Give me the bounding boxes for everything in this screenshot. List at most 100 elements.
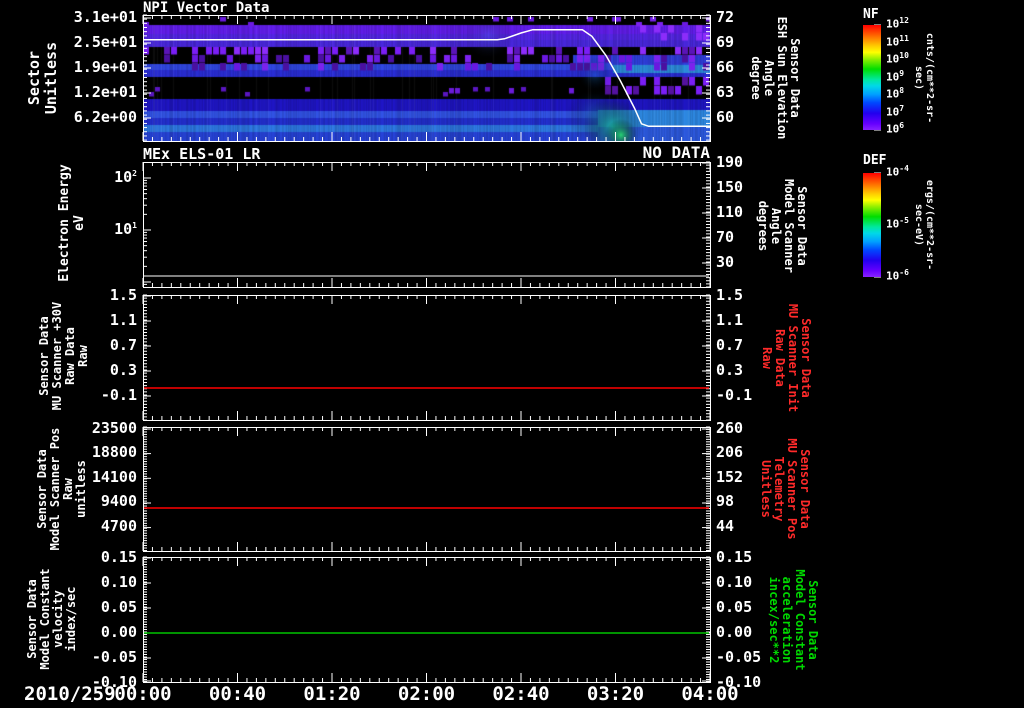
nf-tick-3: 109 <box>886 68 905 84</box>
p5-right-tick-1: 0.10 <box>716 573 753 591</box>
p2-left-label-line-1: eV <box>72 215 87 231</box>
p4-left-tick-2: 14100 <box>91 468 137 486</box>
p4-left-tick-4: 4700 <box>100 517 137 535</box>
nf-tick-5-base: 10 <box>886 105 900 119</box>
p5-left-tick-0: 0.15 <box>100 548 137 566</box>
p2-left-tick-0-exp: 2 <box>132 169 137 178</box>
p1-right-label-line-2: Angle <box>762 59 776 97</box>
p2-left-tick-0: 102 <box>114 169 137 186</box>
p5-left-tick-2: 0.05 <box>100 598 137 616</box>
nf-tick-1: 1011 <box>886 34 909 49</box>
p1-left-tick-4: 6.2e+00 <box>73 108 137 126</box>
p3-left-tick-1: 1.1 <box>109 311 137 329</box>
nf-colorbar-title: NF <box>863 7 879 22</box>
xaxis-time-label-1: 00:40 <box>208 683 267 705</box>
p1-right-tick-1: 69 <box>716 33 735 51</box>
p4-right-label-line-0: Sensor Data <box>798 449 812 529</box>
p5-left-tick-5: -0.10 <box>91 673 137 691</box>
p1-left-axis-label: Sector Unitless <box>25 42 60 114</box>
def-colorbar-title: DEF <box>863 153 887 168</box>
p2-right-tick-1: 150 <box>716 178 744 196</box>
def-colorbar <box>863 173 881 277</box>
p2-left-label-line-0: Electron Energy <box>57 164 72 282</box>
xaxis-time-label-3: 02:00 <box>397 683 456 705</box>
p4-right-tick-0: 260 <box>716 419 744 437</box>
nf-tick-0: 1012 <box>886 16 909 31</box>
p3-right-tick-4: -0.1 <box>716 386 753 404</box>
p3-left-tick-3: 0.3 <box>109 361 137 379</box>
p1-right-label-line-1: ESH Sun Elevation <box>775 16 789 140</box>
p1-left-label-line-0: Sector <box>25 50 43 106</box>
p5-right-axis-label: Sensor Data Model Constant acceleration inc… <box>767 569 820 671</box>
p5-right-label-line-0: Sensor Data <box>806 580 820 660</box>
def-tick-2-exp: -6 <box>899 268 909 277</box>
p3-right-tick-2: 0.7 <box>716 336 744 354</box>
p4-right-label-line-2: Telemetry <box>772 456 786 522</box>
p1-right-tick-3: 63 <box>716 83 735 101</box>
p5-right-tick-2: 0.05 <box>716 598 753 616</box>
nf-tick-5-exp: 7 <box>899 103 905 113</box>
p1-left-tick-3: 1.2e+01 <box>73 83 137 101</box>
p2-right-label-line-2: Angle <box>769 207 783 245</box>
xaxis-time-label-5: 03:20 <box>586 683 645 705</box>
nf-tick-3-exp: 9 <box>899 68 905 78</box>
nf-tick-3-base: 10 <box>886 70 900 84</box>
nf-tick-5: 107 <box>886 103 905 119</box>
p5-left-tick-3: 0.00 <box>100 623 137 641</box>
p3-right-label-line-3: Raw <box>760 347 774 369</box>
p5-right-tick-3: 0.00 <box>716 623 753 641</box>
p1-left-tick-1: 2.5e+01 <box>73 33 137 51</box>
p5-right-label-line-3: incex/sec**2 <box>767 576 781 664</box>
p2-left-tick-1: 101 <box>114 221 137 238</box>
p3-right-tick-3: 0.3 <box>716 361 744 379</box>
p5-right-tick-0: 0.15 <box>716 548 753 566</box>
p5-right-label-line-1: Model Constant <box>793 569 807 671</box>
p5-right-tick-4: -0.05 <box>716 648 762 666</box>
p1-left-tick-2: 1.9e+01 <box>73 58 137 76</box>
p2-left-tick-0-base: 10 <box>114 168 133 186</box>
p1-right-axis-label: Sensor Data ESH Sun Elevation Angle degree <box>749 16 802 140</box>
nf-colorbar <box>863 25 881 130</box>
panel2-title: MEx ELS-01 LR <box>143 145 261 163</box>
p4-right-label-line-1: MU Scanner Pos <box>785 438 799 540</box>
p2-right-label-line-1: Model Scanner <box>782 179 796 273</box>
date-label: 2010/259 <box>24 683 116 705</box>
p4-right-tick-3: 98 <box>716 492 735 510</box>
p5-left-label-line-3: index/sec <box>64 586 78 652</box>
p5-left-tick-4: -0.05 <box>91 648 137 666</box>
p3-right-label-line-2: Raw Data <box>773 329 787 387</box>
def-tick-0-exp: -4 <box>899 164 909 173</box>
nf-colorbar-unit: cnts/(cm**2-sr-sec) <box>913 32 935 124</box>
p3-right-tick-0: 1.5 <box>716 286 744 304</box>
xaxis-time-label-6: 04:00 <box>681 683 739 705</box>
p2-right-tick-3: 70 <box>716 228 735 246</box>
p2-right-label-line-3: degrees <box>756 200 770 252</box>
def-tick-0: 10-4 <box>886 164 909 179</box>
nf-tick-4-exp: 8 <box>899 86 905 95</box>
nf-tick-4: 108 <box>886 86 905 101</box>
p2-right-tick-4: 30 <box>716 253 735 271</box>
p4-right-tick-1: 206 <box>716 443 744 461</box>
nf-tick-1-base: 10 <box>886 35 900 49</box>
p2-right-axis-label: Sensor Data Model Scanner Angle degrees <box>756 179 809 273</box>
def-tick-0-base: 10 <box>886 165 900 179</box>
nf-tick-2-base: 10 <box>886 52 900 66</box>
p4-left-label-line-3: unitless <box>74 460 88 518</box>
nf-tick-4-base: 10 <box>886 87 900 101</box>
p2-right-tick-2: 110 <box>716 203 744 221</box>
def-tick-2: 10-6 <box>886 268 909 283</box>
panel2-no-data-label: NO DATA <box>642 143 710 162</box>
p2-left-axis-label: Electron Energy eV <box>57 164 87 281</box>
nf-tick-6-exp: 6 <box>899 121 905 130</box>
xaxis-time-label-4: 02:40 <box>492 683 550 705</box>
p3-right-label-line-0: Sensor Data <box>799 318 813 398</box>
xaxis-time-label-0: 00:00 <box>114 683 172 705</box>
nf-tick-6: 106 <box>886 121 905 136</box>
p2-left-tick-1-exp: 1 <box>132 221 137 230</box>
p4-right-label-line-3: Unitless <box>759 460 773 518</box>
p2-left-tick-1-base: 10 <box>114 220 133 238</box>
p4-right-tick-4: 44 <box>716 517 735 535</box>
p4-left-tick-1: 18800 <box>91 443 137 461</box>
nf-tick-0-exp: 12 <box>899 16 909 25</box>
